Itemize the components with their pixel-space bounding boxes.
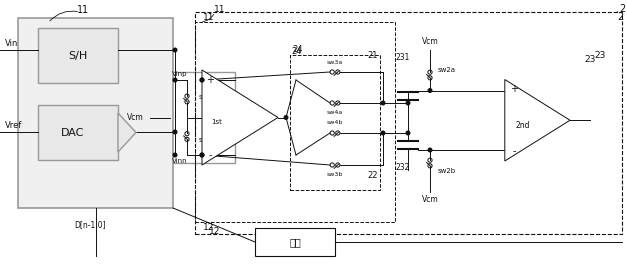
Text: sw2b: sw2b xyxy=(438,168,456,174)
Text: 24: 24 xyxy=(291,48,302,56)
Text: 232: 232 xyxy=(395,164,409,172)
Text: Vin: Vin xyxy=(5,40,18,48)
Circle shape xyxy=(428,89,432,92)
Text: 11: 11 xyxy=(203,13,214,23)
Bar xyxy=(195,12,622,234)
Text: S/H: S/H xyxy=(68,51,88,61)
Circle shape xyxy=(381,101,385,105)
Text: 1: 1 xyxy=(77,5,83,15)
Circle shape xyxy=(200,153,204,157)
Text: 1st: 1st xyxy=(211,119,223,126)
Text: sw4b: sw4b xyxy=(327,121,343,126)
Text: 1: 1 xyxy=(82,5,88,15)
Text: 231: 231 xyxy=(395,54,409,62)
Circle shape xyxy=(173,48,177,52)
Text: Vcm: Vcm xyxy=(421,196,438,204)
Text: sw3b: sw3b xyxy=(327,172,343,178)
Text: 12: 12 xyxy=(203,224,214,232)
Circle shape xyxy=(173,130,177,134)
Circle shape xyxy=(200,78,204,82)
Text: sw4a: sw4a xyxy=(327,111,343,115)
Text: 21: 21 xyxy=(367,51,378,59)
Text: -: - xyxy=(512,146,515,156)
Text: -: - xyxy=(208,150,212,160)
Text: 逻辑: 逻辑 xyxy=(289,237,301,247)
Text: 22: 22 xyxy=(367,171,378,179)
Polygon shape xyxy=(202,70,278,165)
Text: Vcm: Vcm xyxy=(421,37,438,47)
Circle shape xyxy=(173,78,177,82)
Circle shape xyxy=(173,153,177,157)
Bar xyxy=(170,72,235,163)
Bar xyxy=(255,228,335,256)
Circle shape xyxy=(428,148,432,152)
Text: D[n-1:0]: D[n-1:0] xyxy=(74,221,106,229)
Circle shape xyxy=(200,78,204,82)
Text: +: + xyxy=(206,75,214,85)
Text: Vcm: Vcm xyxy=(127,114,144,122)
Text: DAC: DAC xyxy=(61,128,85,137)
Text: 12: 12 xyxy=(209,228,221,236)
Polygon shape xyxy=(505,80,570,161)
Polygon shape xyxy=(118,113,136,152)
Text: Vinp: Vinp xyxy=(172,71,187,77)
Text: Vinn: Vinn xyxy=(172,158,187,164)
Circle shape xyxy=(406,101,410,105)
Bar xyxy=(38,105,118,160)
Bar xyxy=(195,22,395,222)
Text: sw1a: sw1a xyxy=(199,94,217,100)
Text: 2nd: 2nd xyxy=(515,121,530,130)
Bar xyxy=(290,55,380,190)
Bar xyxy=(38,28,118,83)
Text: Vref: Vref xyxy=(5,122,23,130)
Text: sw1b: sw1b xyxy=(199,137,217,143)
Text: 11: 11 xyxy=(214,5,226,15)
Text: 23: 23 xyxy=(594,51,606,59)
Text: sw3a: sw3a xyxy=(327,59,343,65)
Circle shape xyxy=(284,116,288,119)
Text: 24: 24 xyxy=(293,45,303,55)
Text: 2: 2 xyxy=(619,4,625,14)
Text: sw2a: sw2a xyxy=(438,67,456,73)
Text: 2: 2 xyxy=(618,12,624,22)
Circle shape xyxy=(406,131,410,135)
Text: 23: 23 xyxy=(584,55,596,65)
Text: +: + xyxy=(510,84,518,94)
Bar xyxy=(18,18,173,208)
Circle shape xyxy=(381,131,385,135)
Circle shape xyxy=(200,153,204,157)
